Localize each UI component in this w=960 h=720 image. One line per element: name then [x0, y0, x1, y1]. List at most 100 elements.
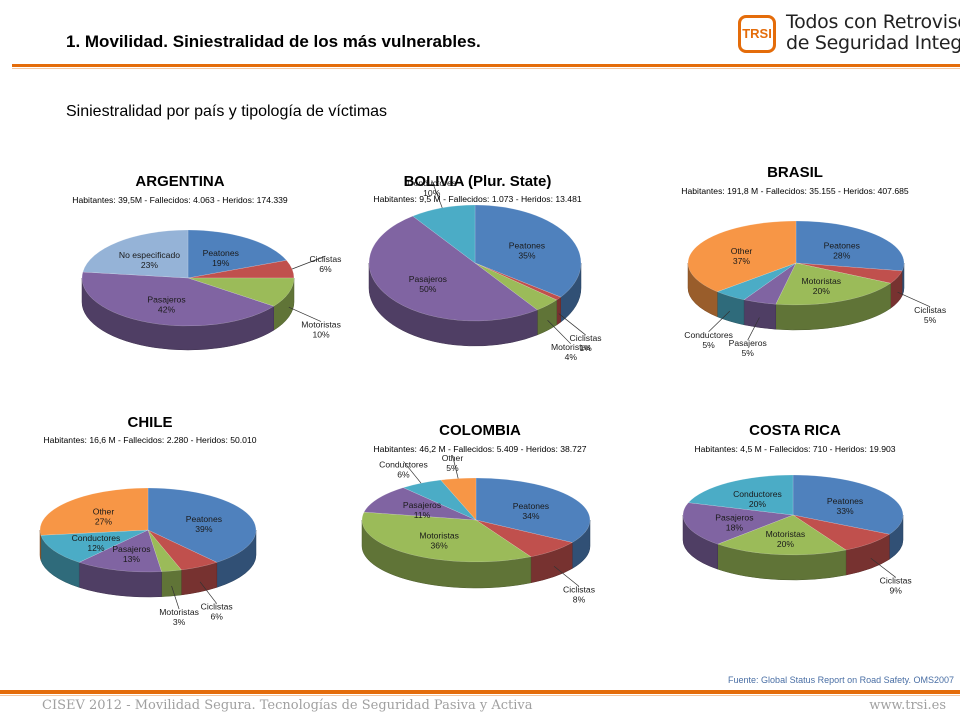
pie-slice-ciclistas — [475, 519, 573, 558]
slice-percent: 23% — [141, 260, 159, 270]
slice-name: Conductores — [684, 330, 733, 340]
title-divider — [12, 64, 960, 67]
page-subtitle: Siniestralidad por país y tipología de v… — [66, 103, 388, 120]
slice-percent: 1% — [579, 343, 592, 353]
pie-chart-chile: CHILE Habitantes: 16,6 M - Fallecidos: 2.… — [0, 410, 300, 640]
pie-slice-motoristas — [775, 262, 892, 306]
slice-name: Pasajeros — [409, 274, 447, 284]
pie-side-motoristas — [161, 569, 182, 597]
leader-line — [291, 255, 326, 270]
pie-svg: Peatones 33%Ciclistas 9%Motoristas 20%Pasaj… — [682, 474, 912, 595]
slice-name: Peatones — [203, 248, 239, 258]
slice-percent: 20% — [749, 499, 767, 509]
slice-percent: 6% — [397, 469, 410, 479]
slice-label-pasajeros: Pasajeros 18% — [715, 512, 753, 532]
leader-line — [199, 581, 217, 604]
pie-slice-ciclistas — [187, 260, 295, 279]
slice-label-ciclistas: Ciclistas 1% — [570, 333, 602, 353]
slice-label-conductores: Conductores 5% — [684, 330, 733, 350]
slice-name: Ciclistas — [880, 575, 912, 585]
chart-title: BOLIVIA (Plur. State) — [403, 173, 552, 190]
pie-slice-conductores — [687, 474, 794, 516]
slice-label-ciclistas: Ciclistas 8% — [563, 584, 595, 604]
pie-slice-motoristas — [474, 262, 558, 311]
pie-slice-conductores — [40, 529, 149, 563]
slice-label-conductores: Conductores 10% — [407, 178, 456, 198]
slice-name: Pasajeros — [403, 500, 441, 510]
slice-percent: 18% — [726, 522, 744, 532]
slice-name: Other — [93, 507, 115, 517]
pie-chart-costa-rica: COSTA RICA Habitantes: 4,5 M - Fallecidos… — [640, 420, 950, 635]
leader-line — [747, 317, 760, 341]
pie-slice-other — [687, 220, 797, 292]
pie-slice-motoristas — [361, 511, 532, 563]
slice-name: Conductores — [407, 178, 456, 188]
slice-name: Peatones — [509, 241, 545, 251]
pie-side-ciclistas — [556, 296, 562, 326]
slice-percent: 37% — [733, 256, 751, 266]
logo-text: Todos con Retrovisor de Seguridad Integr… — [786, 12, 960, 54]
pie-slice-pasajeros — [81, 271, 275, 327]
pie-chart-bolivia: BOLIVIA (Plur. State) Habitantes: 9,5 M -… — [330, 165, 625, 375]
slide-title: 1. Movilidad. Siniestralidad de los más … — [66, 32, 481, 51]
slice-name: Pasajeros — [147, 295, 185, 305]
trsi-logo: TRSI Todos con Retrovisor de Seguridad I… — [738, 12, 960, 58]
slice-name: Motoristas — [766, 529, 806, 539]
slice-label-peatones: Peatones 39% — [186, 514, 222, 534]
slice-name: Conductores — [733, 489, 782, 499]
pie-slice-peatones — [147, 487, 257, 563]
pie-slice-motoristas — [187, 277, 295, 307]
slice-name: Motoristas — [801, 276, 841, 286]
slice-label-other: Other 5% — [442, 453, 464, 473]
slice-name: Conductores — [379, 459, 428, 469]
pie-chart-brasil: BRASIL Habitantes: 191,8 M - Fallecidos: … — [640, 160, 950, 375]
pie-slice-motoristas — [147, 529, 182, 572]
leader-line — [547, 320, 572, 345]
slice-percent: 50% — [419, 284, 437, 294]
logo-mark: TRSI — [738, 15, 776, 53]
slice-percent: 34% — [522, 511, 540, 521]
leader-line — [897, 291, 931, 308]
footer-divider-light — [0, 695, 960, 696]
slice-percent: 35% — [518, 251, 536, 261]
slice-label-ciclistas: Ciclistas 6% — [201, 602, 233, 622]
slice-percent: 11% — [414, 510, 431, 520]
slice-label-no-especificado: No especificado 23% — [119, 250, 180, 270]
chart-title: CHILE — [127, 414, 173, 431]
slice-label-motoristas: Motoristas 4% — [551, 342, 591, 362]
slice-label-conductores: Conductores 20% — [733, 489, 782, 509]
slice-label-motoristas: Motoristas 3% — [159, 607, 199, 627]
chart-subtitle: Habitantes: 9,5 M - Fallecidos: 1.073 - … — [373, 194, 582, 204]
slice-name: Other — [731, 246, 753, 256]
slice-percent: 6% — [319, 264, 332, 274]
slice-label-peatones: Peatones 33% — [827, 496, 863, 516]
slice-name: Peatones — [513, 501, 549, 511]
slice-label-pasajeros: Pasajeros 13% — [112, 544, 150, 564]
footer-website: www.trsi.es — [869, 698, 946, 713]
footer-divider — [0, 690, 960, 694]
leader-line — [708, 310, 731, 333]
slice-label-pasajeros: Pasajeros 50% — [409, 274, 447, 294]
chart-title: BRASIL — [767, 164, 823, 181]
slice-percent: 4% — [565, 352, 578, 362]
slice-label-motoristas: Motoristas 20% — [801, 276, 841, 296]
slice-name: Pasajeros — [112, 544, 150, 554]
slice-percent: 10% — [423, 188, 441, 198]
slice-percent: 27% — [95, 517, 113, 527]
slice-name: Other — [442, 453, 464, 463]
pie-slice-peatones — [187, 229, 287, 279]
slice-percent: 3% — [173, 617, 186, 627]
pie-slice-peatones — [795, 220, 905, 272]
slice-name: Ciclistas — [914, 305, 946, 315]
chart-subtitle: Habitantes: 39,5M - Fallecidos: 4.063 - … — [72, 195, 288, 205]
slice-percent: 39% — [195, 524, 213, 534]
slice-name: Peatones — [827, 496, 863, 506]
slice-percent: 10% — [312, 330, 330, 340]
slice-percent: 42% — [158, 305, 176, 315]
pie-slice-ciclistas — [147, 529, 218, 571]
logo-line-2: de Seguridad Integrado — [786, 32, 960, 54]
slice-label-motoristas: Motoristas 10% — [301, 320, 341, 340]
title-divider-light — [12, 68, 960, 69]
leader-line — [870, 558, 896, 578]
pie-slice-pasajeros — [743, 262, 797, 305]
